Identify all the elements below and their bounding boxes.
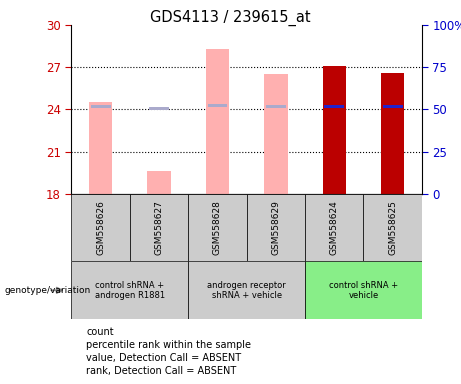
Bar: [207, 104, 227, 107]
Bar: [71, 261, 188, 319]
Bar: [383, 105, 402, 108]
Bar: [71, 194, 130, 261]
Bar: [381, 73, 404, 194]
Bar: [305, 261, 422, 319]
Bar: [247, 194, 305, 261]
Text: GSM558625: GSM558625: [388, 200, 397, 255]
Text: GSM558626: GSM558626: [96, 200, 105, 255]
Bar: [324, 105, 344, 108]
Bar: [266, 105, 286, 108]
Bar: [206, 49, 229, 194]
Bar: [89, 102, 112, 194]
Bar: [188, 194, 247, 261]
Text: GSM558624: GSM558624: [330, 200, 339, 255]
Text: GDS4113 / 239615_at: GDS4113 / 239615_at: [150, 10, 311, 26]
Bar: [130, 194, 188, 261]
Text: genotype/variation: genotype/variation: [5, 286, 91, 295]
Bar: [148, 171, 171, 194]
Text: count: count: [86, 327, 114, 337]
Bar: [91, 105, 111, 108]
Bar: [188, 261, 305, 319]
Bar: [363, 194, 422, 261]
Text: control shRNA +
vehicle: control shRNA + vehicle: [329, 281, 398, 300]
Text: GSM558627: GSM558627: [154, 200, 164, 255]
Bar: [305, 194, 363, 261]
Text: percentile rank within the sample: percentile rank within the sample: [86, 340, 251, 350]
Text: GSM558629: GSM558629: [272, 200, 280, 255]
Text: control shRNA +
androgen R1881: control shRNA + androgen R1881: [95, 281, 165, 300]
Bar: [264, 74, 288, 194]
Text: androgen receptor
shRNA + vehicle: androgen receptor shRNA + vehicle: [207, 281, 286, 300]
Text: value, Detection Call = ABSENT: value, Detection Call = ABSENT: [86, 353, 241, 363]
Text: GSM558628: GSM558628: [213, 200, 222, 255]
Bar: [149, 107, 169, 110]
Text: rank, Detection Call = ABSENT: rank, Detection Call = ABSENT: [86, 366, 236, 376]
Bar: [323, 66, 346, 194]
